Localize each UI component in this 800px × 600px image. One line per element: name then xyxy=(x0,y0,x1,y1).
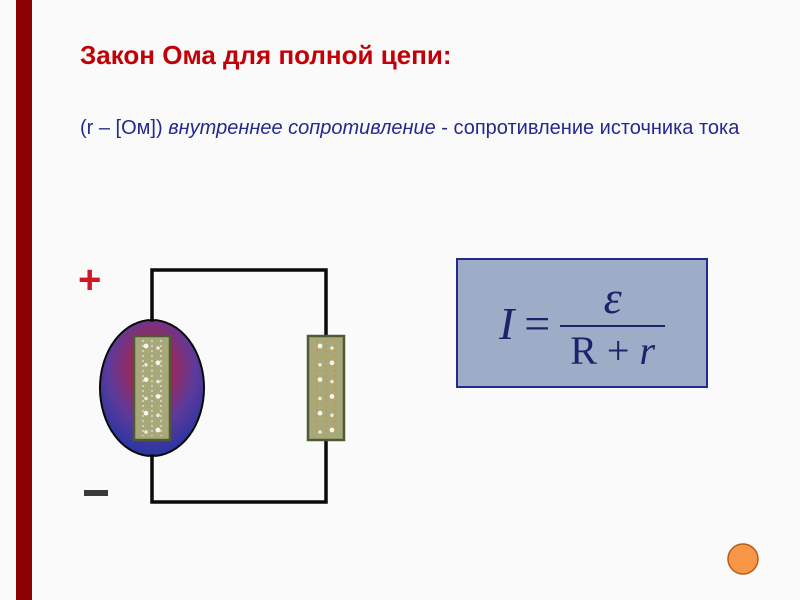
formula-lhs: I xyxy=(499,297,514,350)
subtitle-prefix: (r – [Ом]) xyxy=(80,117,168,139)
den-R: R xyxy=(570,328,597,373)
accent-left-bar xyxy=(16,0,32,600)
formula-eq: = xyxy=(524,297,550,350)
plus-sign: + xyxy=(78,258,101,303)
formula-box: I = ε R + r xyxy=(456,258,708,388)
formula-numerator: ε xyxy=(592,275,634,325)
formula-denominator: R + r xyxy=(560,325,665,371)
subtitle-rest: - сопротивление источника тока xyxy=(436,117,740,139)
den-r: r xyxy=(639,328,655,373)
den-plus: + xyxy=(597,328,640,373)
formula-fraction: ε R + r xyxy=(560,275,665,371)
minus-sign xyxy=(84,490,108,496)
nav-next-icon[interactable] xyxy=(726,542,760,576)
subtitle-italic: внутреннее сопротивление xyxy=(168,117,436,139)
subtitle: (r – [Ом]) внутреннее сопротивление - со… xyxy=(80,115,760,142)
formula: I = ε R + r xyxy=(499,275,665,371)
slide-content: Закон Ома для полной цепи: (r – [Ом]) вн… xyxy=(80,40,760,152)
page-title: Закон Ома для полной цепи: xyxy=(80,40,760,71)
circuit-diagram: + xyxy=(78,248,408,538)
circuit-svg xyxy=(78,248,408,538)
